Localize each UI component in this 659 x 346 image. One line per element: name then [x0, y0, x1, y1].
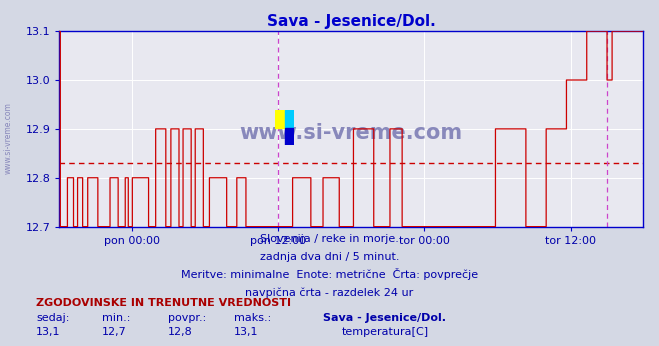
Text: navpična črta - razdelek 24 ur: navpična črta - razdelek 24 ur: [245, 288, 414, 298]
Bar: [285, 110, 293, 128]
Text: povpr.:: povpr.:: [168, 313, 206, 323]
Text: temperatura[C]: temperatura[C]: [341, 327, 428, 337]
Bar: [285, 128, 293, 145]
Text: www.si-vreme.com: www.si-vreme.com: [239, 123, 463, 143]
Text: 12,8: 12,8: [168, 327, 193, 337]
Text: min.:: min.:: [102, 313, 130, 323]
Title: Sava - Jesenice/Dol.: Sava - Jesenice/Dol.: [266, 13, 436, 29]
Text: 13,1: 13,1: [36, 327, 61, 337]
Text: Sava - Jesenice/Dol.: Sava - Jesenice/Dol.: [323, 313, 446, 323]
Text: www.si-vreme.com: www.si-vreme.com: [3, 102, 13, 174]
Text: 13,1: 13,1: [234, 327, 258, 337]
Text: ZGODOVINSKE IN TRENUTNE VREDNOSTI: ZGODOVINSKE IN TRENUTNE VREDNOSTI: [36, 298, 291, 308]
Text: sedaj:: sedaj:: [36, 313, 70, 323]
Bar: [275, 110, 285, 128]
Text: maks.:: maks.:: [234, 313, 272, 323]
Text: Slovenija / reke in morje.: Slovenija / reke in morje.: [260, 234, 399, 244]
Text: zadnja dva dni / 5 minut.: zadnja dva dni / 5 minut.: [260, 252, 399, 262]
Text: 12,7: 12,7: [102, 327, 127, 337]
Text: Meritve: minimalne  Enote: metrične  Črta: povprečje: Meritve: minimalne Enote: metrične Črta:…: [181, 268, 478, 280]
